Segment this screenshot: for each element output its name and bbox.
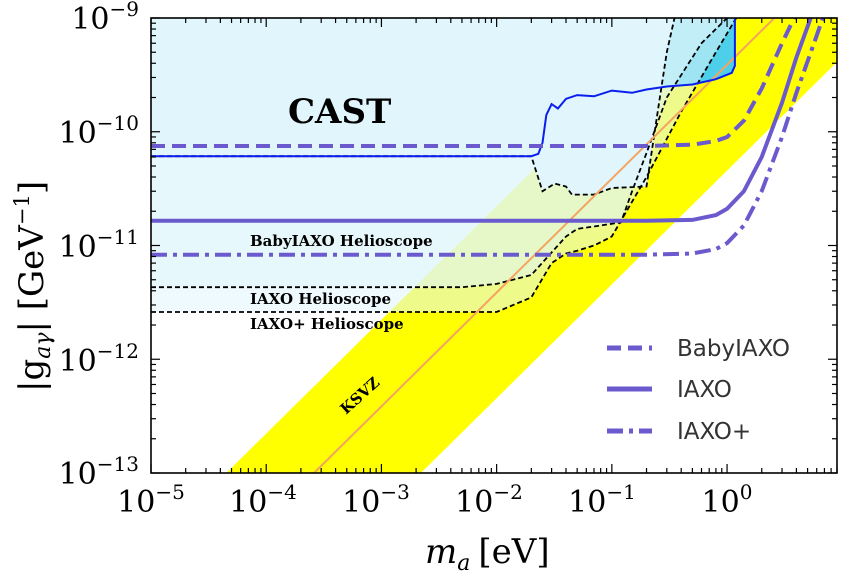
legend: BabyIAXO IAXO IAXO+ <box>607 336 790 445</box>
x-axis-title: ma [eV] <box>425 532 550 574</box>
y-tick-label: 10−9 <box>71 0 139 37</box>
x-tick-label: 10−4 <box>229 480 297 520</box>
y-tick-labels: 10−13 10−12 10−11 10−10 10−9 <box>59 0 139 492</box>
iaxoplus-helioscope-boundary <box>151 18 737 313</box>
iaxoplus-helioscope-region <box>151 18 737 312</box>
x-tick-label: 10−3 <box>342 480 410 520</box>
legend-babyiaxo-label: BabyIAXO <box>677 336 790 362</box>
y-tick-label: 10−12 <box>59 339 139 379</box>
series-babyiaxo-line <box>151 18 797 148</box>
legend-iaxo-label: IAXO <box>677 377 732 403</box>
axis-ticks <box>150 17 838 474</box>
babyiaxo-helioscope-label: BabyIAXO Helioscope <box>250 232 433 250</box>
y-tick-label: 10−10 <box>59 111 139 151</box>
y-tick-label: 10−13 <box>59 452 139 492</box>
x-tick-label: 10−2 <box>455 480 523 520</box>
series-iaxo-line <box>151 18 813 223</box>
ksvz-line <box>313 18 776 473</box>
x-tick-label: 100 <box>702 480 753 520</box>
x-tick-labels: 10−5 10−4 10−3 10−2 10−1 100 <box>117 480 752 520</box>
x-tick-label: 10−1 <box>568 480 636 520</box>
y-tick-label: 10−11 <box>59 225 139 265</box>
x-tick-label: 10−5 <box>117 480 185 520</box>
iaxo-helioscope-label: IAXO Helioscope <box>250 290 391 308</box>
cast-label: CAST <box>288 92 391 132</box>
series-iaxoplus-line <box>151 18 825 257</box>
legend-iaxoplus-label: IAXO+ <box>677 419 751 445</box>
cast-boundary-line <box>151 18 736 158</box>
iaxoplus-helioscope-label: IAXO+ Helioscope <box>250 315 404 333</box>
y-axis-title: |gaγ| [GeV−1] <box>10 181 56 392</box>
plot-area: CAST BabyIAXO Helioscope IAXO Helioscope… <box>150 17 838 474</box>
babyiaxo-helioscope-boundary <box>151 18 676 196</box>
iaxo-helioscope-boundary <box>151 18 728 289</box>
